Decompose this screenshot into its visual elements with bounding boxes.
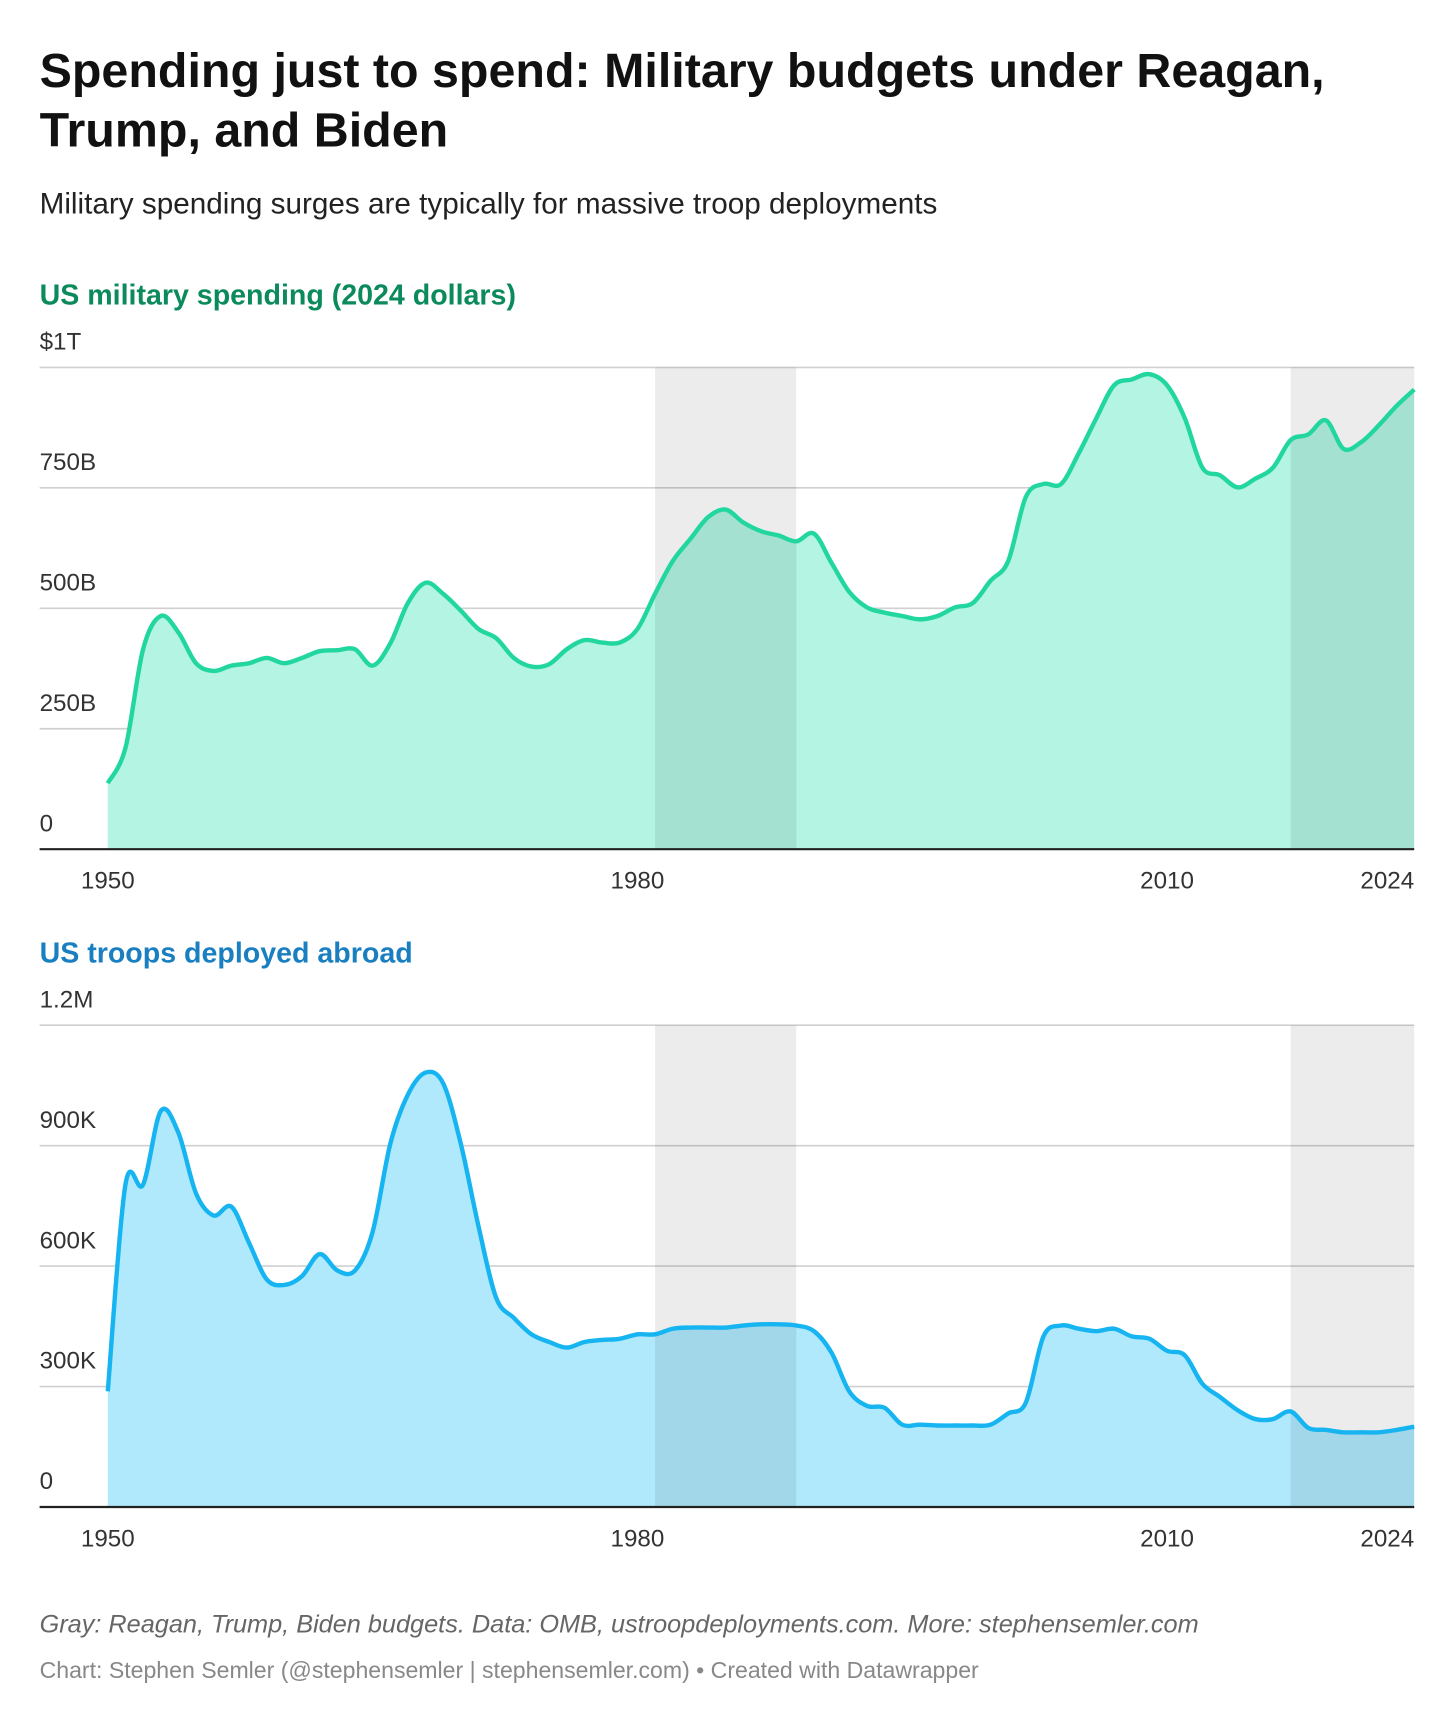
y-tick-label: $1T [40,329,82,356]
shaded-period [655,367,797,850]
area [107,374,1415,850]
y-tick-label: 0 [40,810,53,837]
x-tick-label: 1980 [611,1525,665,1552]
shaded-period [1290,367,1415,850]
chart-title: US military spending (2024 dollars) [40,280,516,312]
x-tick-label: 1950 [81,868,135,895]
page-title: Spending just to spend: Military budgets… [39,44,1325,158]
x-tick-label: 1980 [611,868,665,895]
y-tick-label: 600K [40,1227,96,1254]
y-tick-label: 0 [40,1468,53,1495]
chart-title: US troops deployed abroad [40,937,413,969]
x-tick-label: 2024 [1360,1525,1414,1552]
shaded-period [655,1025,797,1507]
y-tick-label: 1.2M [40,986,94,1013]
x-tick-label: 2024 [1360,868,1414,895]
line [105,1069,1415,1435]
y-tick-label: 500B [40,569,96,596]
x-tick-label: 2010 [1140,1525,1194,1552]
x-tick-label: 2010 [1140,868,1194,895]
shaded-period [1290,1025,1415,1507]
y-tick-label: 250B [40,690,96,717]
x-tick-label: 1950 [81,1525,135,1552]
credit: Chart: Stephen Semler (@stephensemler | … [40,1657,979,1683]
line [105,371,1416,785]
page-subtitle: Military spending surges are typically f… [39,187,938,220]
note: Gray: Reagan, Trump, Biden budgets. Data… [40,1610,1199,1638]
y-tick-label: 300K [40,1348,96,1375]
y-tick-label: 900K [40,1107,96,1134]
area [107,1071,1415,1507]
y-tick-label: 750B [40,449,96,476]
